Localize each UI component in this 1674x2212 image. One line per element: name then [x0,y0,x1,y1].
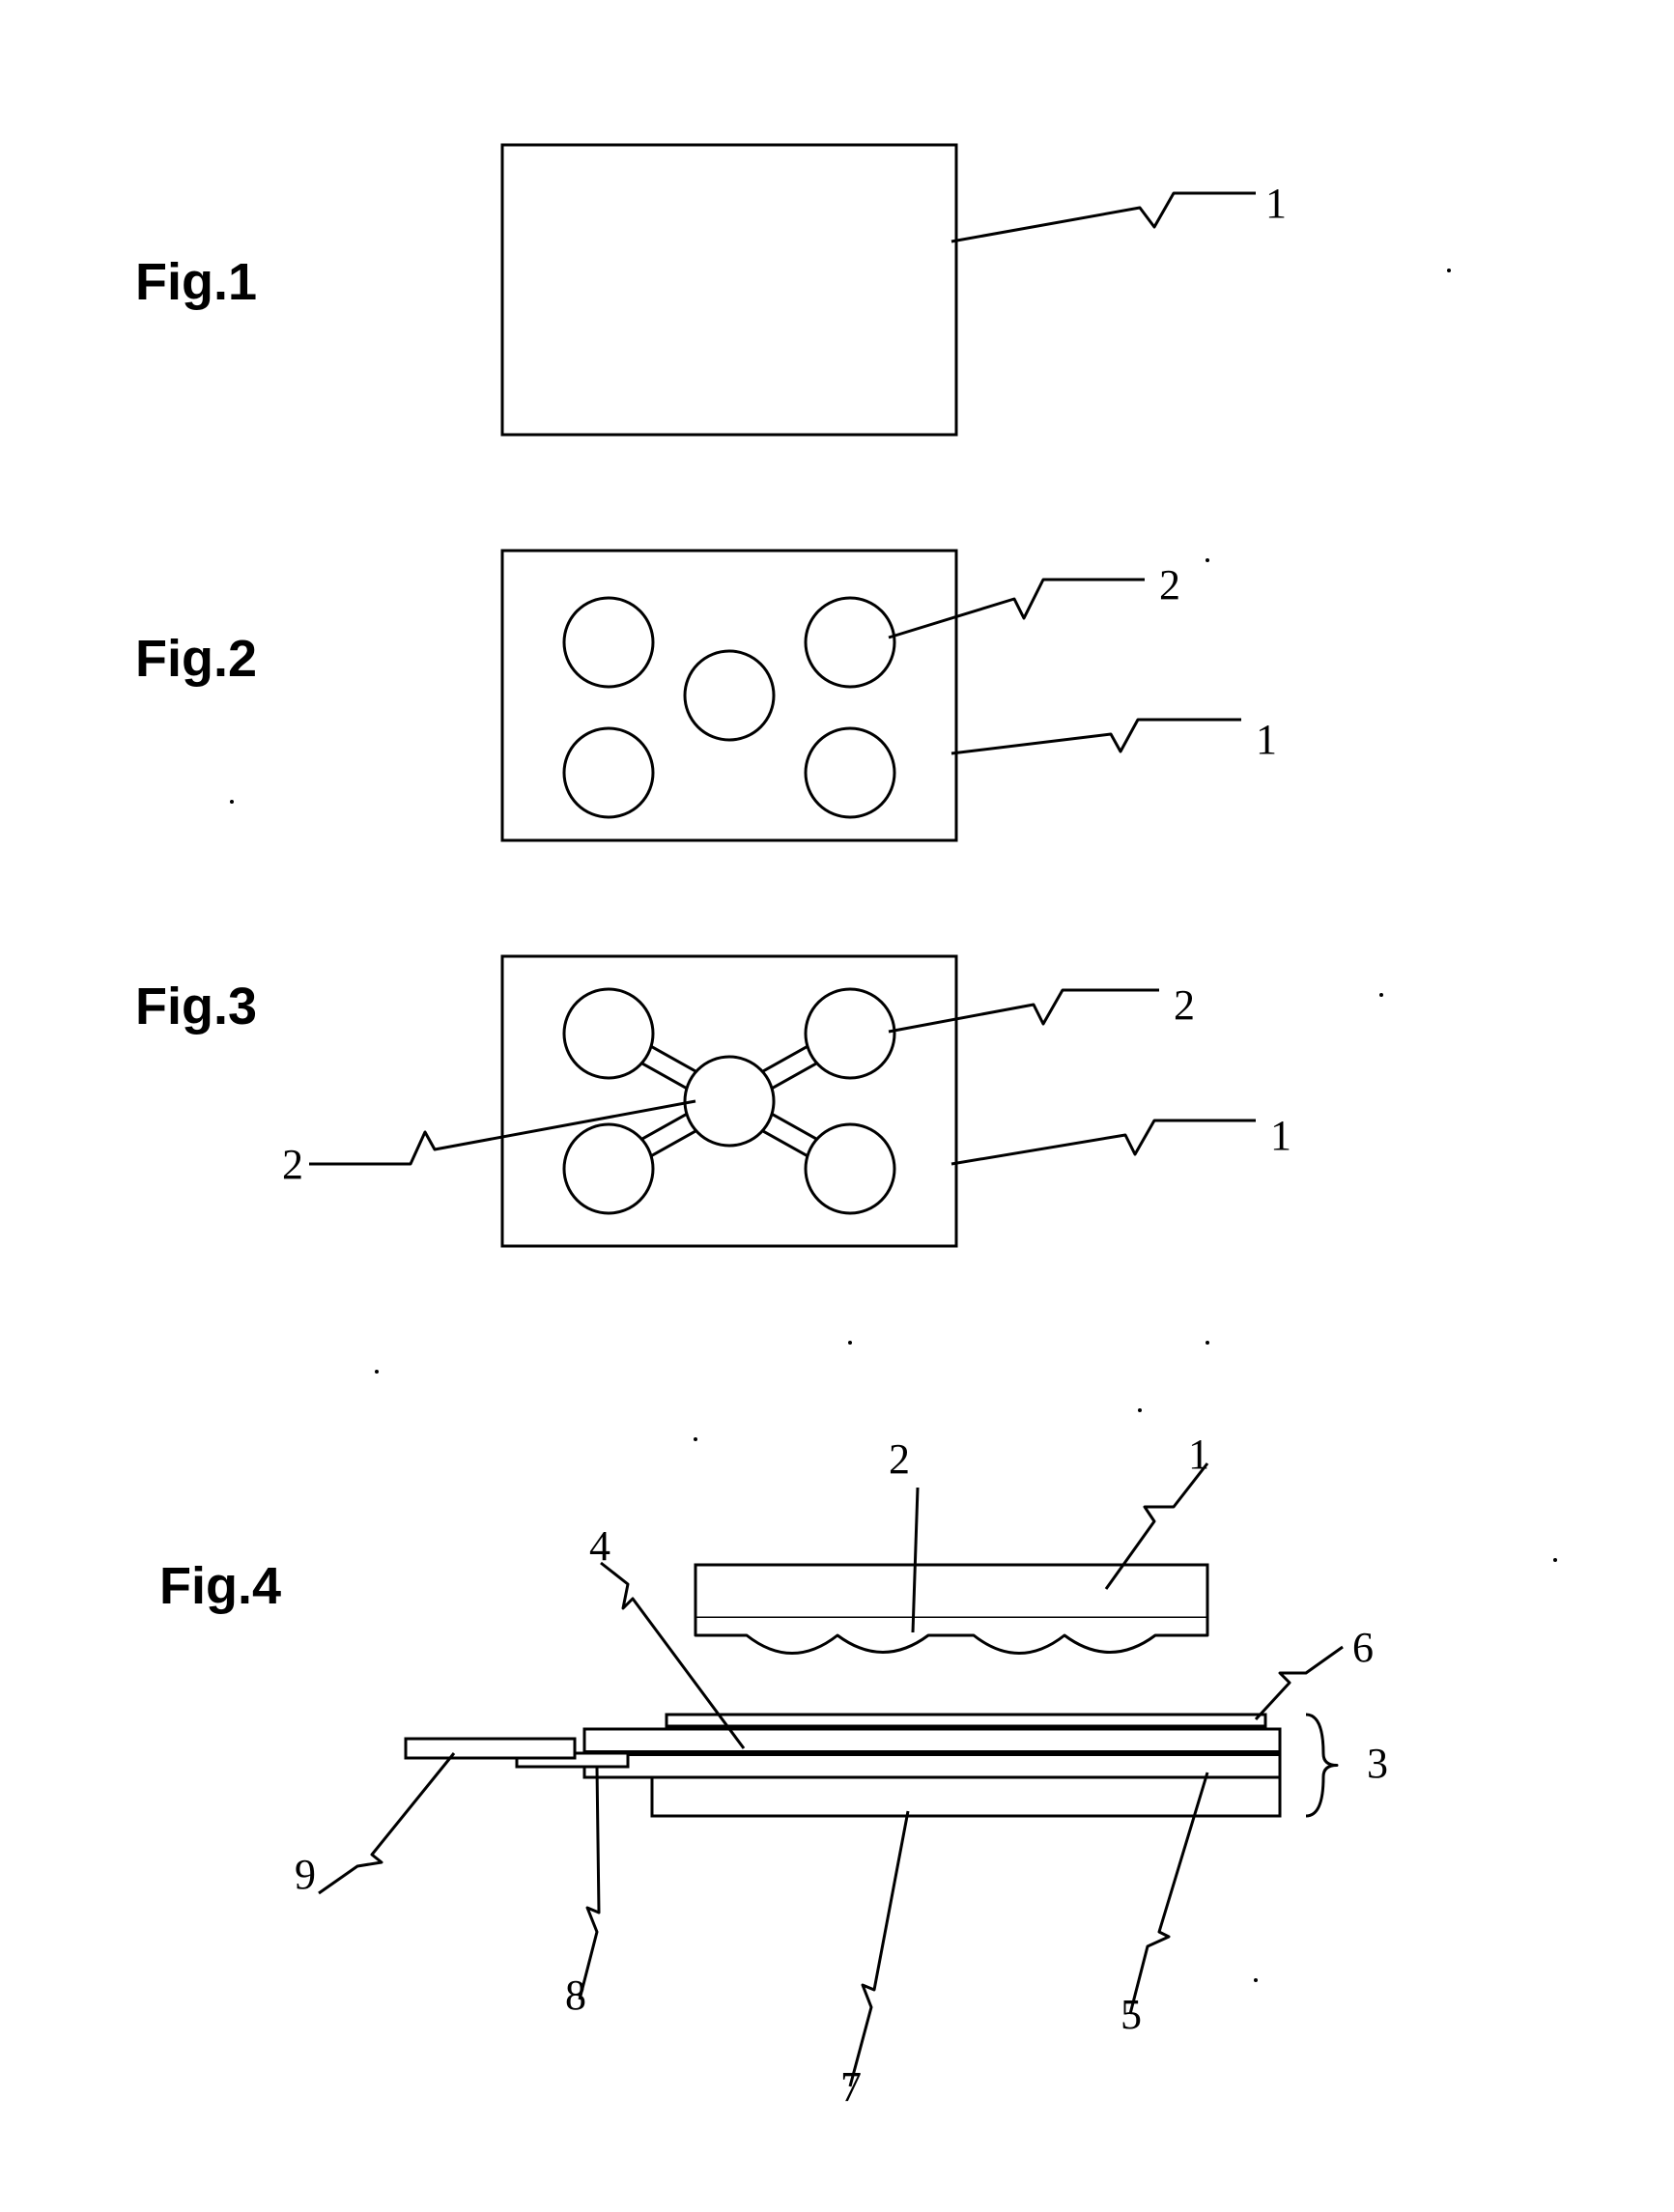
svg-text:1: 1 [1188,1431,1209,1478]
svg-text:2: 2 [889,1435,910,1483]
svg-text:4: 4 [589,1522,610,1570]
svg-text:1: 1 [1270,1112,1291,1159]
svg-text:9: 9 [295,1851,316,1898]
svg-text:Fig.4: Fig.4 [159,1557,281,1615]
svg-text:Fig.3: Fig.3 [135,978,257,1035]
svg-text:7: 7 [840,2063,862,2111]
svg-text:1: 1 [1265,180,1287,227]
svg-text:3: 3 [1367,1740,1388,1787]
svg-text:5: 5 [1121,1991,1142,2038]
svg-text:2: 2 [282,1141,303,1188]
svg-text:Fig.1: Fig.1 [135,253,257,311]
svg-text:6: 6 [1352,1624,1374,1671]
svg-text:Fig.2: Fig.2 [135,630,257,688]
svg-text:2: 2 [1159,561,1180,609]
svg-text:2: 2 [1174,981,1195,1029]
svg-text:1: 1 [1256,716,1277,763]
svg-text:8: 8 [565,1971,586,2019]
